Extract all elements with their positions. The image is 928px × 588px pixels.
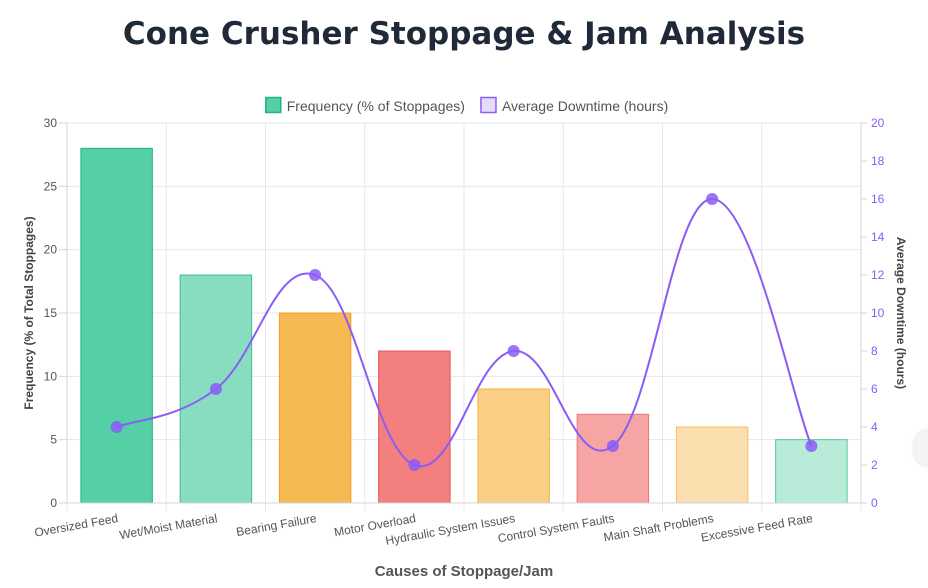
legend: Frequency (% of Stoppages) Average Downti… [265, 96, 668, 115]
y-tick-label: 25 [44, 179, 58, 193]
line-point[interactable] [110, 421, 123, 433]
axis-labels: Oversized Feed Wet/Moist Material Bearing … [22, 216, 908, 580]
x-tick-label: Oversized Feed [33, 511, 119, 539]
bar[interactable] [80, 147, 153, 504]
y-tick-label: 20 [44, 243, 58, 257]
y-tick-label: 15 [44, 306, 58, 320]
y2-tick-label: 4 [871, 420, 878, 434]
legend-item[interactable]: Average Downtime (hours) [480, 96, 668, 115]
legend-swatch [265, 96, 282, 114]
y-tick-label: 5 [50, 433, 57, 447]
y-tick-label: 0 [50, 496, 57, 510]
line-point[interactable] [706, 193, 719, 205]
y2-tick-label: 10 [871, 306, 885, 320]
bar[interactable] [477, 388, 550, 504]
frequency-bars [80, 147, 848, 504]
chart-title: Cone Crusher Stoppage & Jam Analysis [122, 16, 806, 52]
y2-tick-label: 0 [871, 496, 878, 510]
y2-tick-label: 12 [871, 268, 885, 282]
y2-tick-label: 8 [871, 344, 878, 358]
x-tick-label: Bearing Failure [235, 511, 318, 539]
legend-label: Frequency (% of Stoppages) [287, 98, 465, 114]
y-tick-label: 10 [44, 369, 58, 383]
line-point[interactable] [507, 345, 520, 357]
line-point[interactable] [408, 459, 421, 471]
y2-axis-title: Average Downtime (hours) [894, 237, 908, 389]
line-point[interactable] [805, 440, 818, 452]
legend-swatch [480, 96, 497, 114]
y2-tick-label: 20 [871, 116, 885, 130]
x-axis-title: Causes of Stoppage/Jam [375, 563, 553, 580]
bar[interactable] [675, 426, 749, 504]
line-point[interactable] [309, 269, 322, 281]
y2-tick-label: 2 [871, 458, 878, 472]
y-tick-label: 30 [44, 116, 58, 130]
y-axis-title: Frequency (% of Total Stoppages) [22, 216, 36, 409]
y2-tick-label: 18 [871, 154, 885, 168]
x-tick-label: Excessive Feed Rate [700, 511, 814, 545]
y2-tick-label: 6 [871, 382, 878, 396]
axes: 0 5 10 15 20 25 30 0 2 4 6 8 10 12 14 16 18 20 [44, 116, 885, 510]
x-tick-label: Wet/Moist Material [118, 511, 218, 542]
legend-label: Average Downtime (hours) [502, 98, 668, 114]
scroll-handle[interactable] [914, 430, 928, 466]
legend-item[interactable]: Frequency (% of Stoppages) [265, 96, 465, 115]
y2-tick-label: 14 [871, 230, 885, 244]
y2-tick-label: 16 [871, 192, 885, 206]
downtime-line [110, 193, 818, 471]
bar[interactable] [576, 413, 650, 504]
x-tick-label: Main Shaft Problems [603, 511, 715, 544]
bar[interactable] [378, 350, 451, 504]
bar[interactable] [278, 312, 352, 504]
line-point[interactable] [606, 440, 619, 452]
line-point[interactable] [209, 383, 222, 395]
